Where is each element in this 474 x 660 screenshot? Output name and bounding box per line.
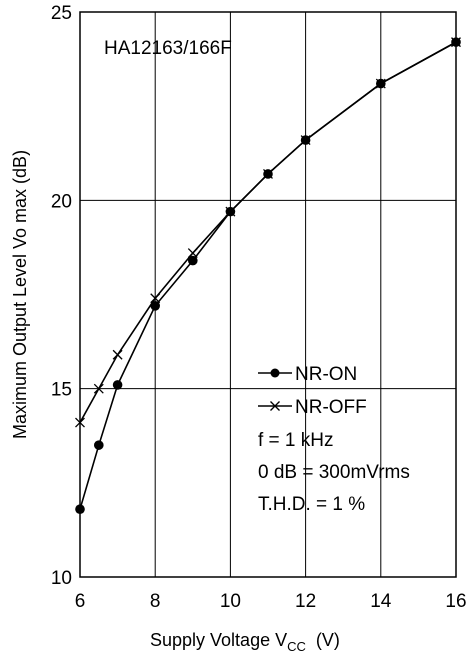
legend-nr-off-label: NR-OFF	[295, 397, 367, 418]
y-tick-label: 20	[51, 191, 72, 212]
legend-note-frequency: f = 1 kHz	[258, 430, 334, 451]
data-point-nr-on	[150, 301, 160, 311]
data-point-nr-on	[75, 504, 85, 514]
x-tick-label: 16	[445, 591, 466, 612]
legend: NR-ON NR-OFF f = 1 kHz 0 dB = 300mVrms T…	[258, 364, 410, 515]
series-line-nr-on	[79, 41, 457, 510]
y-axis-title: Maximum Output Level Vo max (dB)	[10, 150, 30, 439]
y-tick-label: 25	[51, 3, 72, 24]
y-tick-label: 15	[51, 380, 72, 401]
x-tick-label: 12	[295, 591, 316, 612]
data-point-nr-on	[188, 255, 198, 266]
series-line-nr-off	[79, 41, 457, 423]
y-tick-label: 10	[51, 568, 72, 589]
x-tick-label: 14	[370, 591, 392, 612]
series-nr-off	[75, 37, 461, 428]
series-nr-on	[75, 37, 461, 514]
data-point-nr-on	[451, 37, 461, 47]
data-point-nr-on	[225, 206, 236, 217]
data-point-nr-off	[93, 383, 104, 394]
legend-note-thd: T.H.D. = 1 %	[258, 494, 365, 515]
x-axis-title-main: Supply Voltage V	[150, 630, 287, 650]
data-point-nr-on	[263, 169, 273, 179]
grid-lines	[80, 12, 456, 577]
legend-nr-off-marker	[270, 401, 280, 411]
data-point-nr-off	[112, 349, 123, 360]
series-layer	[75, 37, 461, 514]
x-axis-title-subscript: CC	[287, 639, 306, 654]
data-point-nr-on	[300, 135, 311, 145]
x-axis-title-unit: (V)	[306, 630, 340, 650]
x-tick-label: 6	[75, 591, 86, 612]
data-point-nr-on	[94, 440, 104, 450]
legend-nr-on-label: NR-ON	[295, 364, 357, 385]
x-tick-label: 10	[220, 591, 241, 612]
legend-nr-off-x	[270, 401, 280, 411]
x-tick-label: 8	[150, 591, 161, 612]
plot-frame	[79, 11, 457, 578]
data-point-nr-on	[112, 380, 123, 390]
chart-annotation: HA12163/166F	[104, 38, 232, 59]
data-point-nr-on	[376, 78, 386, 89]
legend-nr-on-marker	[270, 368, 280, 378]
data-point-nr-off	[75, 417, 85, 428]
y-tick-labels: 10 15 20 25	[51, 3, 72, 589]
x-tick-labels: 6 8 10 12 14 16	[75, 591, 467, 612]
x-axis-title: Supply Voltage VCC (V)	[150, 630, 340, 654]
legend-note-reference: 0 dB = 300mVrms	[258, 462, 410, 483]
